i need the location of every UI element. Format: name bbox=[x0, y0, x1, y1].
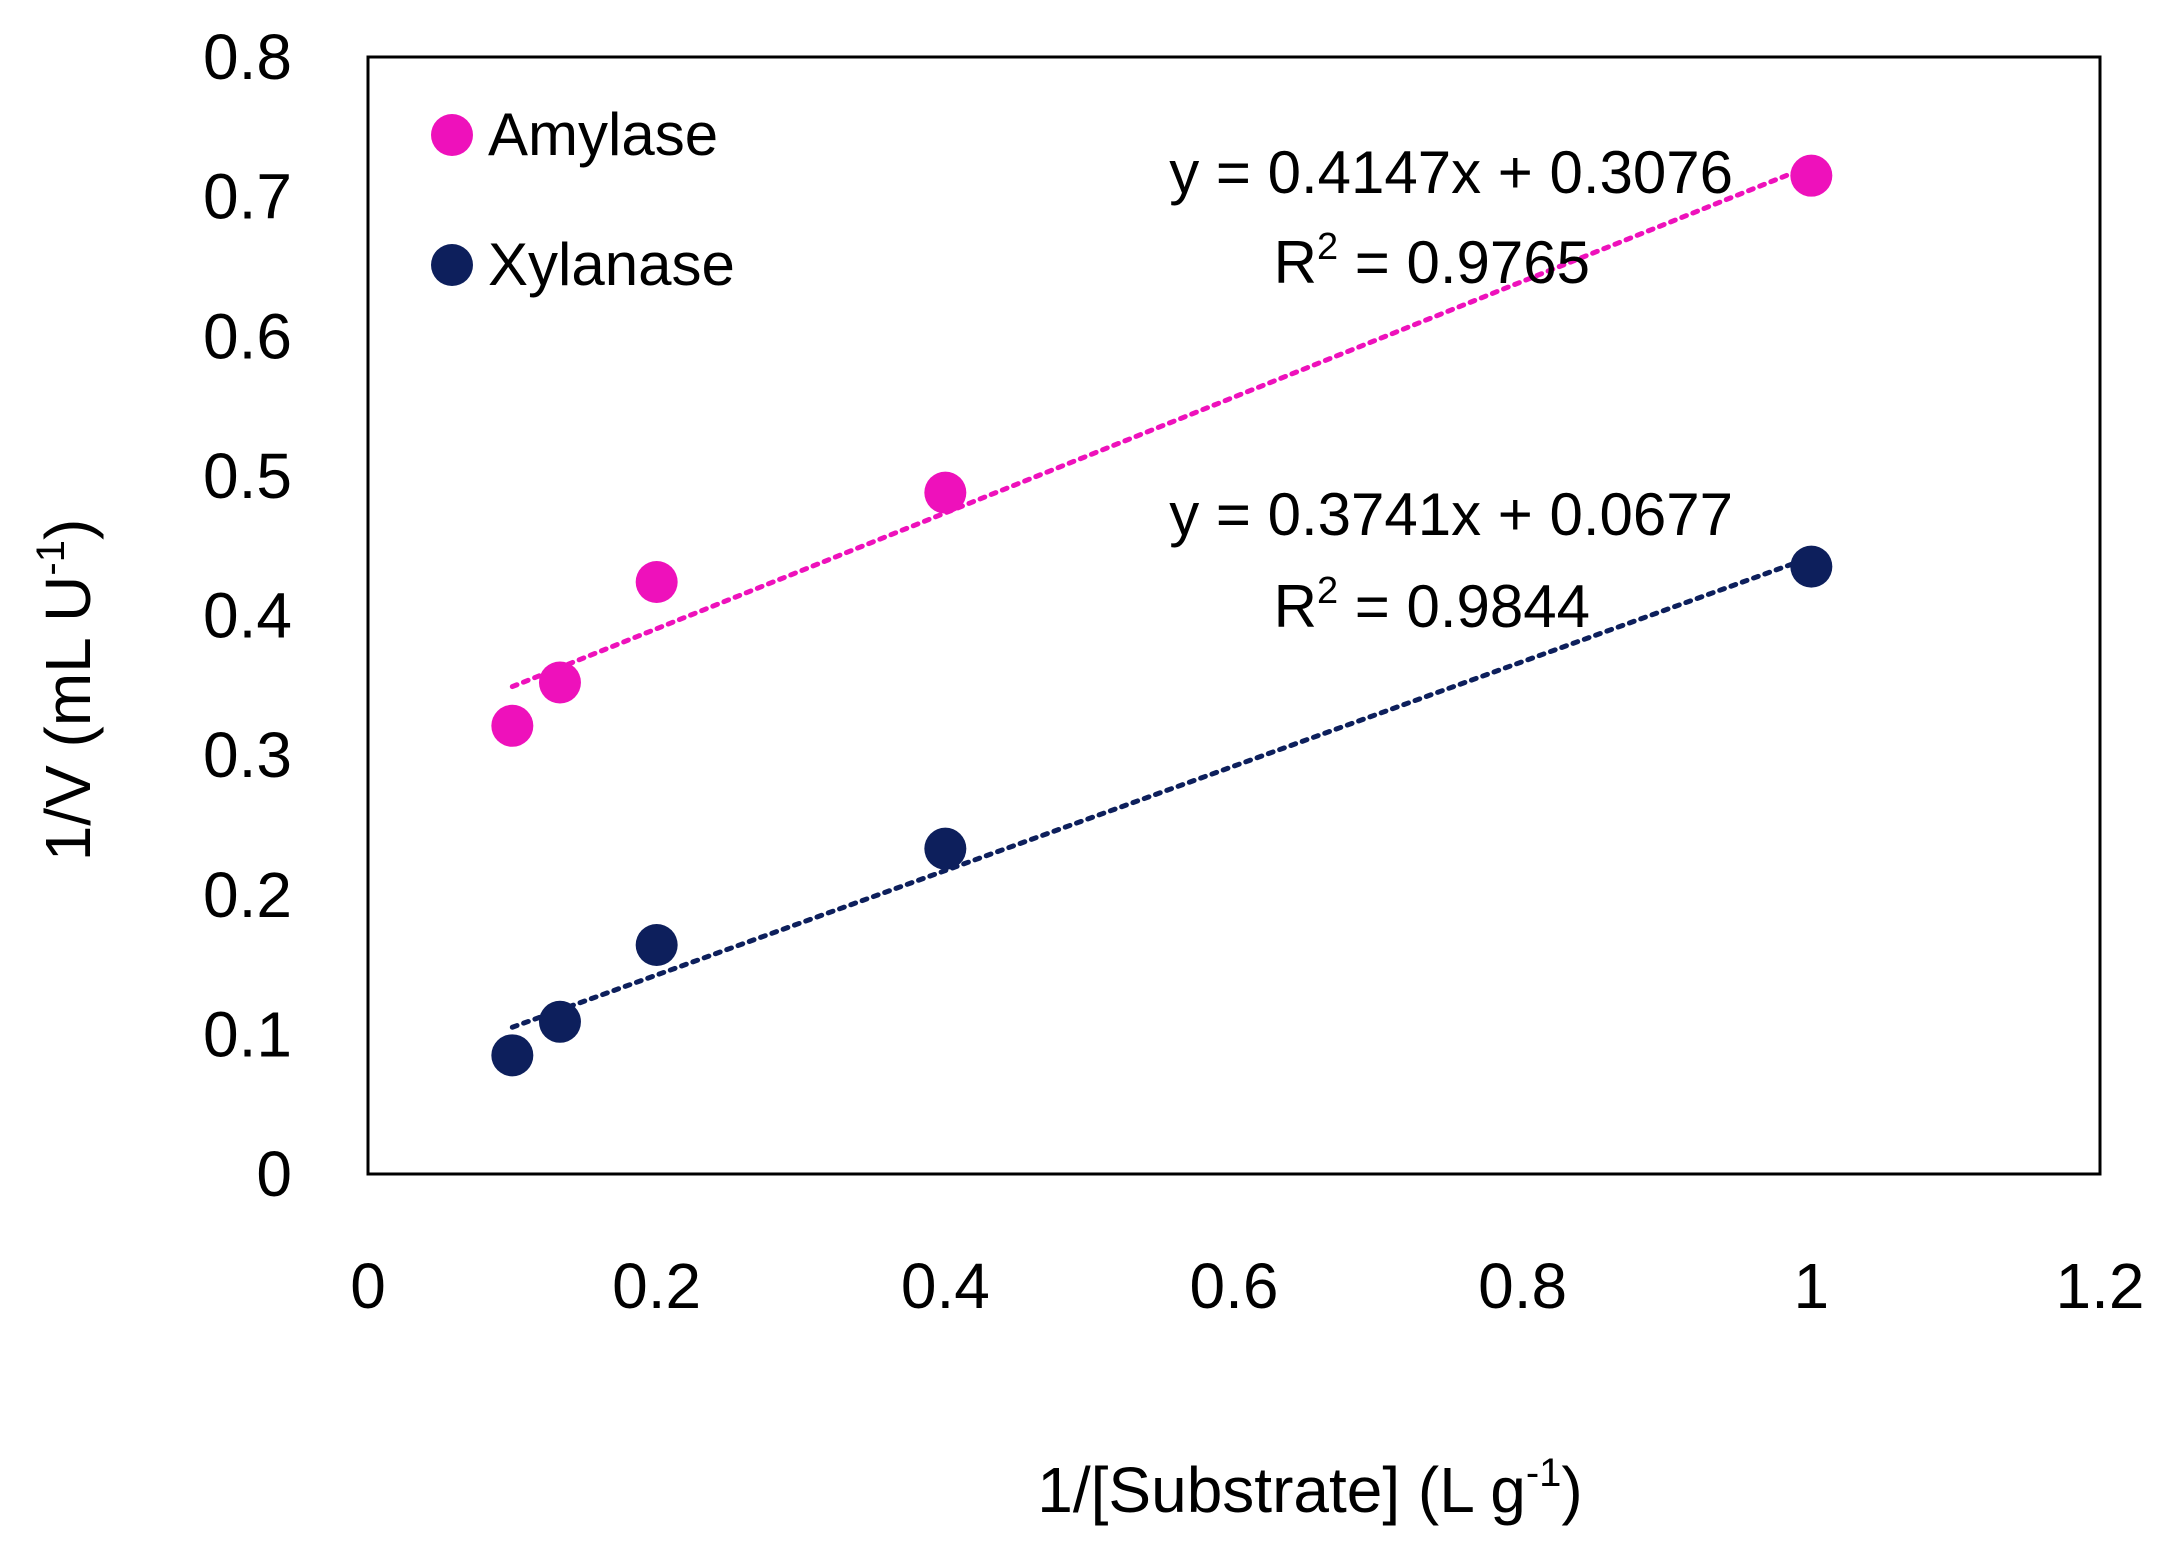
x-tick-label: 0.4 bbox=[901, 1250, 990, 1322]
x-tick-label: 0.8 bbox=[1478, 1250, 1567, 1322]
plot-area-frame bbox=[366, 55, 2102, 1176]
point-xylanase bbox=[924, 827, 967, 870]
point-amylase bbox=[924, 471, 967, 514]
x-tick-label: 1.2 bbox=[2056, 1250, 2145, 1322]
legend-marker-xylanase bbox=[431, 244, 473, 286]
point-amylase bbox=[491, 704, 534, 747]
point-amylase bbox=[635, 560, 678, 603]
data-points bbox=[491, 154, 1833, 1077]
legend: Amylase Xylanase bbox=[431, 101, 735, 298]
point-amylase bbox=[1790, 154, 1833, 197]
point-xylanase bbox=[635, 924, 678, 967]
point-amylase bbox=[538, 661, 581, 704]
x-tick-label: 0.6 bbox=[1190, 1250, 1279, 1322]
amylase-annotation: y = 0.4147x + 0.3076 R2 = 0.9765 bbox=[1169, 139, 1733, 296]
y-axis-title: 1/V (mL U-1) bbox=[29, 519, 104, 862]
xylanase-r2: R2 = 0.9844 bbox=[1274, 570, 1590, 640]
amylase-r2: R2 = 0.9765 bbox=[1274, 226, 1590, 296]
y-tick-label: 0.7 bbox=[203, 161, 292, 233]
trendline-amylase bbox=[509, 162, 1814, 690]
y-tick-label: 0.2 bbox=[203, 859, 292, 931]
point-xylanase bbox=[491, 1034, 534, 1077]
y-tick-label: 0.8 bbox=[203, 21, 292, 93]
trendline-xylanase bbox=[509, 554, 1814, 1030]
y-axis-ticks: 0 0.1 0.2 0.3 0.4 0.5 0.6 0.7 0.8 bbox=[203, 21, 292, 1210]
x-axis-title: 1/[Substrate] (L g-1) bbox=[1037, 1451, 1582, 1526]
x-axis-ticks: 0 0.2 0.4 0.6 0.8 1 1.2 bbox=[350, 1250, 2144, 1322]
point-xylanase bbox=[538, 1000, 581, 1043]
xylanase-annotation: y = 0.3741x + 0.0677 R2 = 0.9844 bbox=[1169, 481, 1733, 640]
legend-label-amylase: Amylase bbox=[488, 101, 718, 168]
y-tick-label: 0.4 bbox=[203, 580, 292, 652]
y-tick-label: 0.1 bbox=[203, 998, 292, 1070]
y-tick-label: 0.6 bbox=[203, 300, 292, 372]
x-tick-label: 1 bbox=[1794, 1250, 1830, 1322]
y-tick-label: 0.3 bbox=[203, 719, 292, 791]
xylanase-equation: y = 0.3741x + 0.0677 bbox=[1169, 481, 1733, 548]
point-xylanase bbox=[1790, 545, 1833, 588]
x-tick-label: 0.2 bbox=[612, 1250, 701, 1322]
x-tick-label: 0 bbox=[350, 1250, 386, 1322]
y-tick-label: 0.5 bbox=[203, 440, 292, 512]
legend-marker-amylase bbox=[431, 114, 473, 156]
y-tick-label: 0 bbox=[256, 1138, 292, 1210]
trendlines bbox=[509, 162, 1814, 1030]
legend-label-xylanase: Xylanase bbox=[488, 231, 735, 298]
amylase-equation: y = 0.4147x + 0.3076 bbox=[1169, 139, 1733, 206]
